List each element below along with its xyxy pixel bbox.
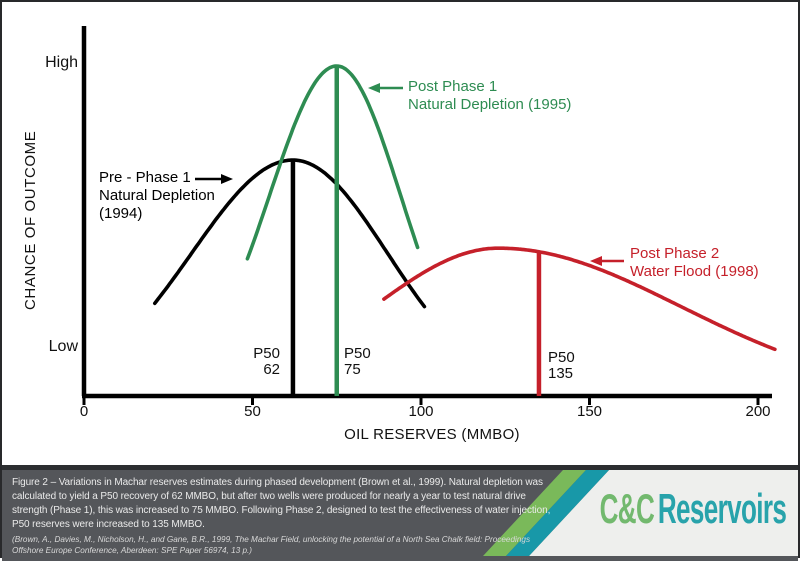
p50-value: 135	[548, 365, 574, 382]
annotation-arrowhead	[368, 83, 380, 93]
logo-reservoirs-text: Reservoirs	[657, 485, 787, 532]
annotation-line: Natural Depletion (1995)	[408, 96, 572, 113]
green-stripe	[483, 470, 586, 556]
p50-title: P50	[548, 349, 575, 366]
chart-canvas	[81, 26, 777, 405]
curve-post-phase-2	[382, 246, 777, 352]
annotation-line: Natural Depletion	[99, 187, 215, 204]
y-axis-title: CHANCE OF OUTCOME	[22, 130, 39, 310]
annotation-post-phase-2: Post Phase 2 Water Flood (1998)	[630, 245, 759, 281]
cc-reservoirs-logo: C&CReservoirs	[598, 485, 788, 533]
p50-label-pre-phase-1: P50 62	[224, 346, 280, 378]
p50-label-post-phase-2: P50 135	[548, 350, 575, 382]
caption-banner: Figure 2 – Variations in Machar reserves…	[2, 465, 798, 561]
curve-pre-phase-1	[153, 158, 427, 309]
p50-title: P50	[253, 345, 280, 362]
x-tick-label: 50	[244, 403, 261, 420]
x-tick-label: 100	[408, 403, 434, 420]
x-tick-label: 200	[745, 403, 771, 420]
figure-citation: (Brown, A., Davies, M., Nicholson, H., a…	[12, 535, 531, 555]
logo-panel	[529, 470, 798, 556]
annotation-post-phase-1: Post Phase 1 Natural Depletion (1995)	[408, 78, 571, 114]
annotation-line: Water Flood (1998)	[630, 263, 759, 280]
annotation-line: Post Phase 2	[630, 245, 720, 262]
p50-title: P50	[344, 345, 371, 362]
y-axis-label-low: Low	[48, 338, 78, 355]
banner-stripes	[2, 470, 798, 556]
p50-value: 75	[344, 361, 361, 378]
x-tick-label: 150	[576, 403, 603, 420]
teal-stripe	[506, 470, 609, 556]
annotation-arrowhead	[221, 174, 233, 184]
x-axis-title: OIL RESERVES (MMBO)	[344, 426, 520, 443]
figure-caption: Figure 2 – Variations in Machar reserves…	[12, 477, 551, 530]
reserves-distribution-chart: High Low CHANCE OF OUTCOME OIL RESERVES …	[2, 2, 798, 465]
annotation-arrowhead	[590, 256, 602, 266]
p50-value: 62	[263, 361, 280, 378]
x-tick-label: 0	[79, 403, 89, 420]
annotation-line: Post Phase 1	[408, 78, 498, 95]
annotation-line: (1994)	[99, 205, 143, 222]
curve-post-phase-1	[245, 64, 420, 261]
logo-cc-text: C&C	[599, 485, 654, 532]
annotation-line: Pre - Phase 1	[99, 169, 191, 186]
y-axis-label-high: High	[45, 54, 78, 71]
annotation-pre-phase-1: Pre - Phase 1 Natural Depletion (1994)	[99, 169, 215, 223]
p50-label-post-phase-1: P50 75	[344, 346, 371, 378]
